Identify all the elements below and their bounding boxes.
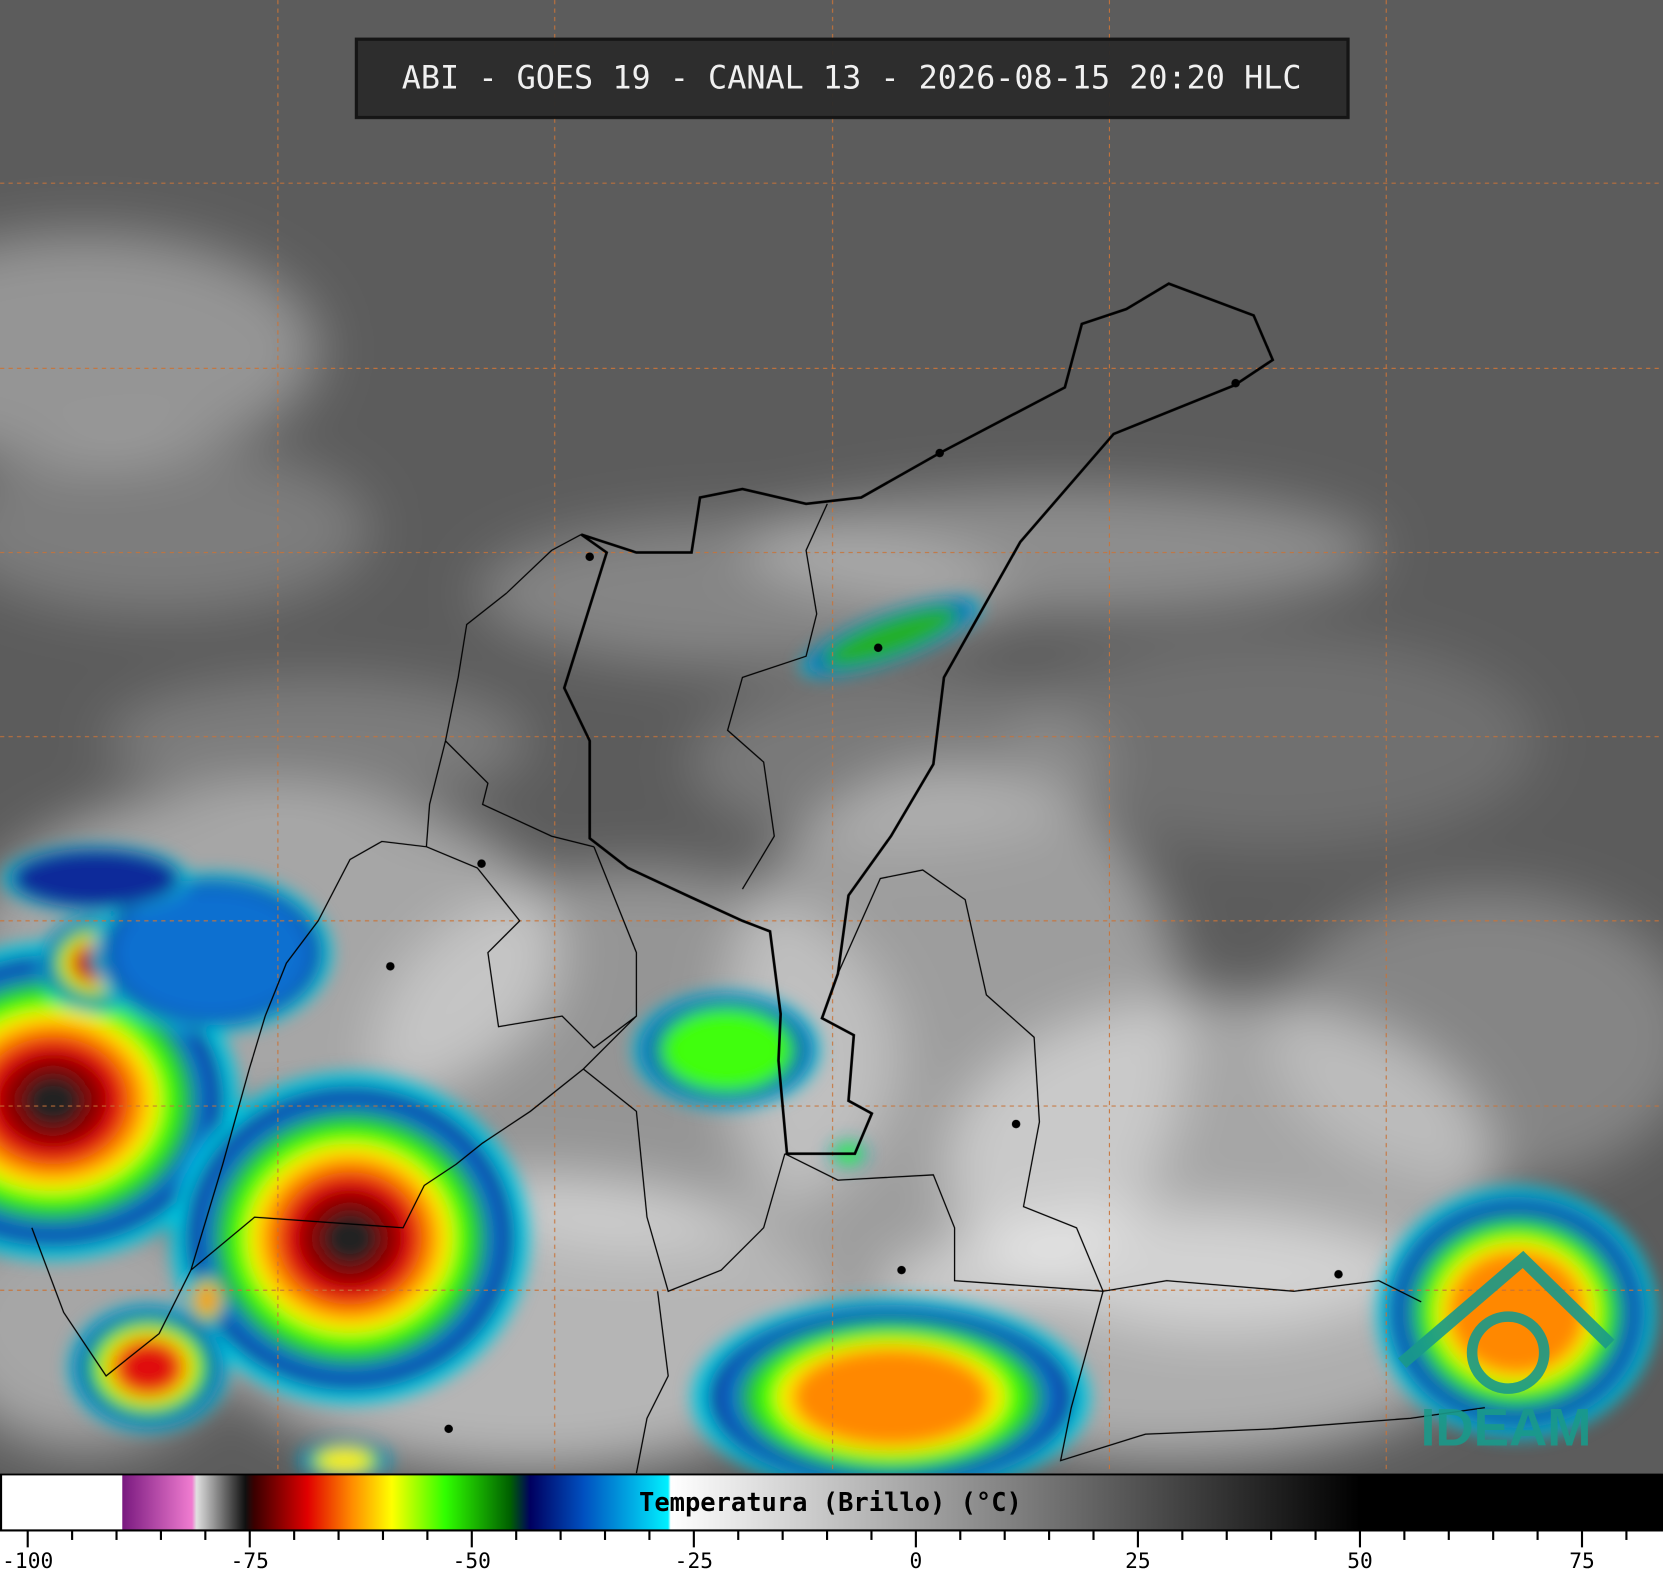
cell-layer (10, 848, 181, 909)
cell (298, 1440, 392, 1481)
cell (692, 1297, 1090, 1497)
colorbar: Temperatura (Brillo) (°C) -100 -75 -50 -25 0… (0, 1473, 1663, 1577)
title: ABI - GOES 19 - CANAL 13 - 2026-08-15 20… (402, 60, 1302, 96)
cities (386, 378, 1343, 1434)
tick-label: 75 (1569, 1548, 1595, 1573)
city (897, 1265, 906, 1275)
city (1011, 1119, 1021, 1129)
logo-swirl (1466, 1311, 1550, 1394)
cell-layer (321, 1211, 379, 1265)
colorbar-label: Temperatura (Brillo) (°C) (639, 1487, 1022, 1517)
cell-layer (317, 1449, 372, 1473)
tick-label: -50 (453, 1548, 491, 1573)
cloud (0, 232, 319, 466)
department-border (562, 282, 1275, 1155)
municipal-borders (31, 503, 1485, 1474)
cloud (106, 677, 531, 805)
tick-label: -25 (675, 1548, 713, 1573)
cell (2, 845, 189, 912)
cell-layer (822, 607, 960, 668)
cloud (1007, 635, 1538, 847)
city (1334, 1270, 1343, 1279)
cell (633, 991, 820, 1109)
tick-label: 50 (1347, 1548, 1373, 1573)
logo-text: IDEAM (1421, 1399, 1592, 1458)
city (935, 448, 944, 458)
tick-label: -75 (231, 1548, 269, 1573)
tick-label: -100 (2, 1548, 53, 1573)
cloud (742, 486, 1379, 614)
city (585, 552, 594, 561)
cell-layer (663, 1010, 790, 1090)
city (873, 643, 883, 652)
cell-layer (116, 1342, 181, 1393)
cell-layer (196, 1285, 218, 1315)
imagery: IDEAM ABI - GOES 19 - CANAL 13 - 2026-08… (0, 0, 1663, 1497)
city (386, 962, 395, 971)
grid (0, 0, 1663, 1474)
cell (171, 1072, 529, 1404)
logo: IDEAM (1397, 1250, 1615, 1458)
colorbar-ramp (0, 1473, 1663, 1532)
cell (68, 1303, 229, 1431)
tick-label: 25 (1125, 1548, 1151, 1573)
cell (92, 873, 332, 1032)
convective-cells (0, 597, 1656, 1497)
city (477, 859, 486, 868)
title-box (354, 37, 1350, 120)
colorbar-ticks: -100 -75 -50 -25 0 25 50 75 (2, 1531, 1628, 1573)
cell (185, 1270, 229, 1329)
cloud (689, 677, 1114, 847)
logo-roof (1397, 1250, 1615, 1369)
cell-layer (792, 1347, 990, 1447)
grid-lines (0, 0, 1663, 1474)
cell-layer (111, 885, 313, 1020)
cell-layer (23, 1075, 83, 1127)
borders (31, 282, 1485, 1474)
cloud (1272, 889, 1663, 1186)
city (1231, 378, 1240, 388)
cell (800, 597, 981, 677)
tick-label: 0 (909, 1548, 922, 1573)
city (444, 1424, 453, 1434)
